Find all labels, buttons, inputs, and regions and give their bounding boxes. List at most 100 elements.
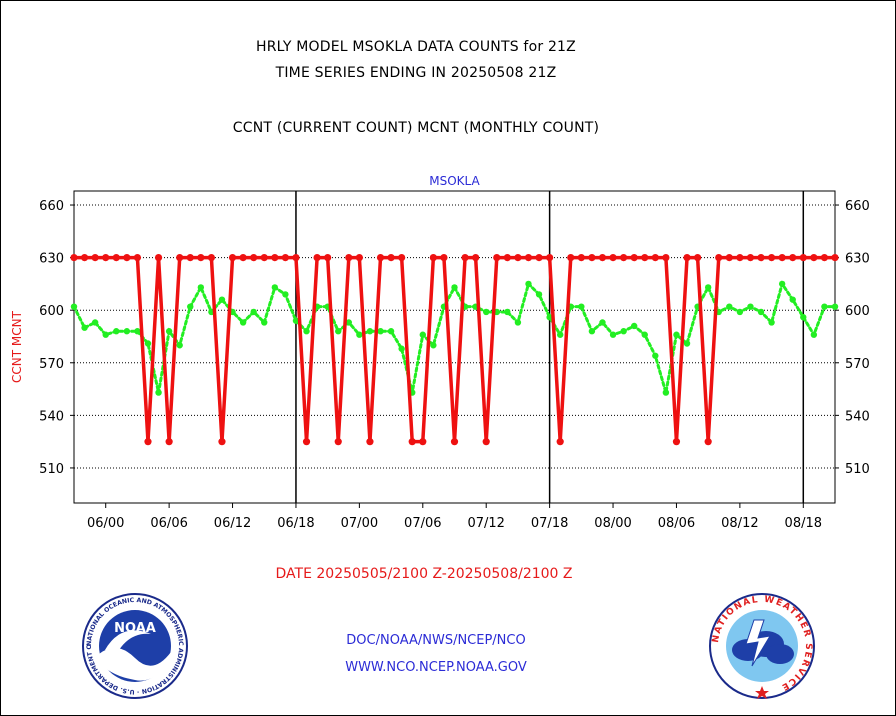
- mcnt-point: [535, 291, 543, 298]
- ccnt-point: [366, 438, 374, 446]
- y-axis-label: CCNT MCNT: [10, 310, 24, 383]
- ccnt-point: [176, 254, 184, 262]
- ccnt-point: [778, 254, 786, 262]
- mcnt-point: [239, 319, 247, 326]
- mcnt-point: [144, 340, 152, 347]
- mcnt-point: [673, 331, 680, 338]
- x-tick-label: 08/12: [721, 516, 758, 531]
- ccnt-point: [789, 254, 797, 262]
- noaa-logo-text: NOAA: [114, 621, 156, 636]
- ccnt-point: [80, 254, 89, 262]
- x-tick-label: 06/12: [214, 516, 251, 531]
- ccnt-point: [577, 254, 585, 262]
- ccnt-point: [239, 254, 247, 262]
- y-tick-label-right: 630: [845, 252, 870, 267]
- ccnt-point: [514, 254, 522, 262]
- y-tick-label-left: 600: [39, 304, 64, 319]
- ccnt-point: [641, 254, 649, 262]
- ccnt-point: [535, 254, 543, 262]
- mcnt-point: [356, 331, 363, 338]
- ccnt-point: [398, 254, 406, 262]
- ccnt-point: [313, 254, 321, 262]
- x-tick-label: 07/18: [531, 516, 568, 531]
- ccnt-point: [154, 254, 163, 262]
- ccnt-point: [704, 438, 712, 446]
- chart-station-title: MSOKLA: [429, 174, 480, 188]
- ccnt-point: [736, 254, 744, 262]
- ccnt-point: [767, 254, 776, 262]
- mcnt-point: [599, 319, 606, 326]
- chart-title-line2: TIME SERIES ENDING IN 20250508 21Z: [275, 65, 557, 81]
- mcnt-point: [810, 331, 818, 338]
- mcnt-series-line: [72, 280, 837, 393]
- mcnt-point: [652, 352, 659, 359]
- ccnt-point: [588, 254, 596, 262]
- mcnt-point: [218, 296, 226, 303]
- mcnt-point: [831, 303, 839, 310]
- y-tick-label-left: 630: [39, 252, 64, 267]
- ccnt-point: [429, 254, 437, 262]
- website-link[interactable]: WWW.NCO.NCEP.NOAA.GOV: [345, 660, 527, 675]
- ccnt-point: [493, 254, 501, 262]
- ccnt-point: [598, 254, 607, 262]
- mcnt-point: [387, 328, 395, 335]
- ccnt-point: [810, 254, 818, 262]
- y-tick-label-right: 510: [845, 462, 870, 477]
- x-tick-label: 08/18: [785, 516, 822, 531]
- ccnt-point: [165, 438, 173, 446]
- ccnt-point: [250, 254, 258, 262]
- mcnt-point: [504, 308, 511, 316]
- ccnt-point: [144, 438, 152, 446]
- ccnt-point: [102, 254, 110, 262]
- mcnt-point: [451, 284, 458, 291]
- y-tick-label-right: 600: [845, 304, 870, 319]
- x-tick-label: 06/06: [150, 516, 187, 531]
- ccnt-point: [715, 254, 723, 262]
- mcnt-point: [250, 308, 257, 316]
- ccnt-point: [662, 254, 670, 262]
- ccnt-point: [567, 254, 575, 262]
- ccnt-point: [123, 254, 131, 262]
- ccnt-point: [408, 438, 416, 446]
- mcnt-point: [757, 308, 765, 316]
- nws-logo-icon: NATIONAL WEATHER SERVICE: [709, 593, 815, 699]
- mcnt-point: [398, 345, 405, 352]
- x-tick-label: 06/18: [277, 516, 314, 531]
- mcnt-point: [123, 328, 131, 335]
- ccnt-point: [472, 254, 480, 262]
- ccnt-point: [70, 254, 78, 262]
- y-tick-label-right: 540: [845, 409, 870, 424]
- ccnt-point: [546, 254, 554, 262]
- mcnt-point: [155, 389, 162, 396]
- mcnt-point: [821, 303, 828, 310]
- mcnt-point: [419, 331, 426, 338]
- ccnt-point: [324, 254, 332, 262]
- ccnt-point: [419, 438, 427, 446]
- ccnt-point: [387, 254, 395, 262]
- mcnt-point: [514, 319, 522, 326]
- mcnt-point: [134, 328, 141, 335]
- y-tick-label-left: 510: [39, 462, 64, 477]
- ccnt-point: [334, 438, 342, 446]
- y-tick-label-left: 570: [39, 357, 64, 372]
- date-range-label: DATE 20250505/2100 Z-20250508/2100 Z: [275, 566, 573, 582]
- ccnt-point: [207, 254, 216, 262]
- ccnt-point: [271, 254, 279, 262]
- y-tick-label-right: 660: [845, 199, 870, 214]
- mcnt-point: [271, 284, 279, 291]
- x-tick-label: 08/06: [658, 516, 695, 531]
- mcnt-point: [81, 324, 88, 331]
- mcnt-point: [102, 331, 109, 338]
- mcnt-point: [366, 328, 374, 335]
- plot-frame: [73, 190, 836, 504]
- ccnt-point: [302, 438, 311, 446]
- ccnt-point: [450, 438, 459, 446]
- mcnt-point: [303, 328, 310, 335]
- mcnt-point: [704, 284, 712, 291]
- mcnt-point: [768, 319, 775, 326]
- mcnt-point: [609, 331, 617, 338]
- ccnt-point: [218, 438, 226, 446]
- mcnt-point: [789, 296, 796, 303]
- ccnt-point: [112, 254, 120, 262]
